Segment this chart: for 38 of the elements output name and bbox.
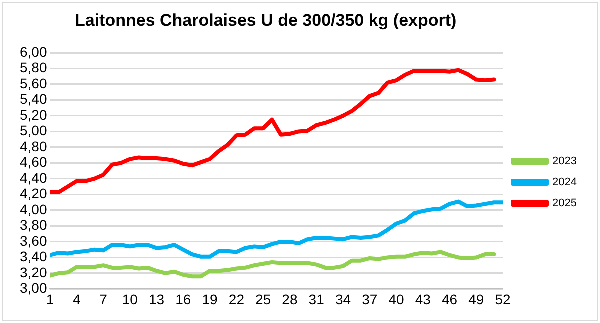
y-tick-label: 3,20: [20, 264, 48, 280]
x-tick-label: 16: [176, 291, 192, 308]
x-tick-label: 1: [46, 291, 54, 308]
x-tick-label: 19: [202, 291, 218, 308]
x-tick-label: 28: [282, 291, 298, 308]
y-tick-label: 4,80: [20, 138, 48, 154]
y-tick-label: 4,40: [20, 170, 48, 186]
y-tick-label: 6,00: [20, 44, 48, 60]
legend-label: 2024: [552, 176, 578, 189]
x-tick-label: 34: [335, 291, 352, 308]
x-tick-label: 25: [256, 291, 272, 308]
x-tick-label: 40: [388, 291, 404, 308]
x-tick-label: 13: [148, 291, 165, 308]
y-tick-label: 4,00: [20, 201, 48, 218]
y-tick-label: 5,00: [20, 122, 48, 139]
y-tick-label: 3,40: [20, 248, 48, 265]
y-tick-label: 5,40: [20, 91, 48, 108]
x-tick-label: 10: [122, 291, 138, 308]
legend-label: 2025: [552, 198, 578, 210]
y-tick-label: 4,60: [20, 154, 48, 170]
x-tick-label: 46: [442, 291, 458, 308]
x-tick-label: 52: [495, 291, 512, 308]
y-tick-label: 4,20: [20, 186, 48, 202]
legend-label: 2023: [552, 156, 578, 168]
x-tick-label: 7: [100, 291, 108, 308]
x-tick-label: 37: [362, 291, 378, 308]
x-tick-label: 4: [72, 291, 81, 308]
y-tick-label: 5,20: [20, 106, 48, 123]
y-tick-label: 5,60: [20, 75, 48, 92]
x-tick-label: 43: [415, 291, 432, 308]
y-tick-label: 3,80: [20, 217, 48, 234]
chart-title: Laitonnes Charolaises U de 300/350 kg (export): [75, 11, 457, 31]
y-tick-label: 5,80: [20, 60, 48, 76]
y-tick-label: 3,60: [20, 232, 48, 249]
x-tick-label: 31: [308, 291, 325, 308]
x-tick-label: 49: [468, 291, 484, 308]
x-tick-label: 22: [228, 291, 245, 308]
y-tick-label: 3,00: [20, 280, 48, 296]
